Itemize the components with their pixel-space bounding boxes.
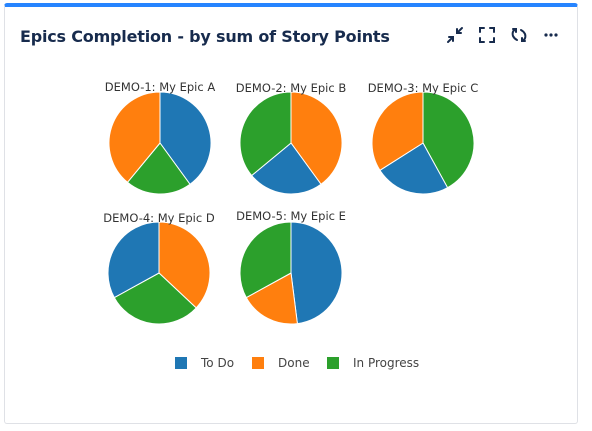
pie-label: DEMO-4: My Epic D (103, 211, 215, 225)
pie-slice-done[interactable] (245, 272, 298, 325)
more-button[interactable] (539, 23, 563, 47)
pie-slice-in-progress[interactable] (126, 142, 191, 195)
pie-slice-done[interactable] (158, 221, 211, 309)
pie-slice-to-do[interactable] (107, 221, 160, 299)
pie-slice-in-progress[interactable] (239, 221, 292, 299)
legend-swatch[interactable] (327, 357, 339, 369)
pie-group: DEMO-2: My Epic B (236, 81, 347, 195)
more-icon (544, 33, 558, 37)
pie-group: DEMO-1: My Epic A (105, 80, 216, 195)
minimize-button[interactable] (443, 23, 467, 47)
pie-group: DEMO-3: My Epic C (368, 81, 479, 195)
fullscreen-button[interactable] (475, 23, 499, 47)
legend: To Do Done In Progress (175, 356, 419, 370)
legend-label[interactable]: In Progress (353, 356, 419, 370)
legend-label[interactable]: To Do (200, 356, 234, 370)
fullscreen-icon (479, 27, 495, 43)
refresh-button[interactable] (507, 23, 531, 47)
pie-label: DEMO-2: My Epic B (236, 81, 347, 95)
pie-slice-to-do[interactable] (159, 91, 212, 185)
pie-group: DEMO-4: My Epic D (103, 211, 215, 325)
legend-swatch[interactable] (175, 357, 187, 369)
pie-slice-done[interactable] (290, 91, 343, 185)
gadget-title: Epics Completion - by sum of Story Point… (20, 27, 390, 46)
pie-slice-done[interactable] (371, 91, 424, 172)
pie-slice-in-progress[interactable] (422, 91, 475, 189)
gadget-header: Epics Completion - by sum of Story Point… (20, 21, 563, 51)
pie-label: DEMO-3: My Epic C (368, 81, 479, 95)
pie-slice-done[interactable] (108, 91, 161, 184)
pie-slice-in-progress[interactable] (113, 272, 197, 325)
gadget-toolbar (443, 23, 563, 47)
pie-slice-in-progress[interactable] (239, 91, 292, 177)
pie-slice-to-do[interactable] (290, 221, 343, 325)
refresh-icon (511, 28, 527, 42)
minimize-icon (447, 27, 463, 43)
legend-label[interactable]: Done (278, 356, 310, 370)
pie-slice-to-do[interactable] (250, 142, 322, 195)
gadget-card: Epics Completion - by sum of Story Point… (4, 3, 578, 424)
pie-label: DEMO-1: My Epic A (105, 80, 216, 94)
legend-swatch[interactable] (252, 357, 264, 369)
pie-slice-to-do[interactable] (379, 142, 449, 195)
pie-label: DEMO-5: My Epic E (236, 209, 346, 223)
pie-group: DEMO-5: My Epic E (236, 209, 346, 325)
